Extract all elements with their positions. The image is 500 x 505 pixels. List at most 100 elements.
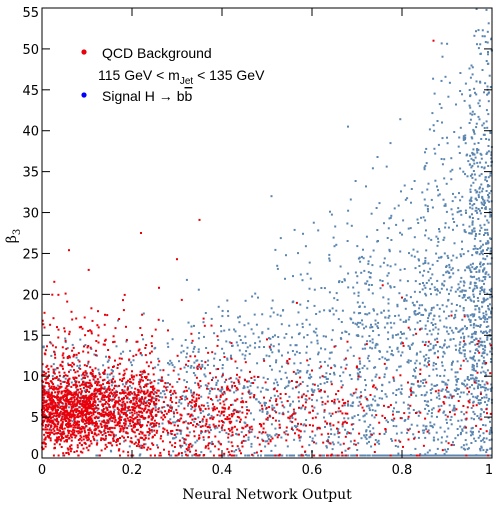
- signal-point: [368, 360, 371, 363]
- background-point: [141, 370, 144, 373]
- signal-point: [442, 198, 445, 201]
- signal-point: [130, 364, 133, 367]
- signal-point: [487, 53, 489, 56]
- signal-point: [470, 377, 472, 380]
- signal-point: [438, 230, 441, 233]
- signal-point: [480, 245, 483, 248]
- signal-point: [270, 307, 273, 310]
- signal-point: [474, 319, 477, 321]
- signal-point: [476, 454, 479, 457]
- signal-point: [371, 454, 374, 457]
- signal-point: [285, 254, 287, 257]
- background-point: [128, 358, 131, 361]
- signal-point: [490, 157, 493, 160]
- signal-point: [170, 394, 172, 396]
- signal-point: [187, 321, 190, 324]
- background-point: [55, 438, 58, 441]
- background-point: [43, 393, 46, 396]
- signal-point: [483, 340, 486, 343]
- signal-point: [462, 223, 465, 226]
- background-point: [76, 402, 79, 405]
- signal-point: [429, 454, 432, 457]
- background-point: [140, 376, 143, 379]
- signal-point: [265, 354, 268, 357]
- signal-point: [263, 401, 266, 404]
- signal-point: [412, 433, 415, 436]
- signal-point: [251, 295, 254, 298]
- signal-point: [256, 386, 259, 389]
- background-point: [96, 426, 99, 429]
- signal-point: [463, 289, 466, 292]
- signal-point: [423, 166, 426, 169]
- background-point: [90, 403, 93, 406]
- signal-point: [109, 419, 112, 422]
- signal-point: [366, 313, 369, 316]
- signal-point: [445, 305, 448, 308]
- background-point: [200, 430, 203, 433]
- signal-point: [387, 227, 390, 230]
- background-point: [133, 393, 136, 395]
- signal-point: [425, 282, 428, 284]
- signal-point: [428, 128, 431, 131]
- background-point: [139, 407, 142, 410]
- signal-point: [178, 418, 181, 421]
- signal-point: [268, 355, 271, 358]
- signal-point: [486, 41, 489, 44]
- background-point: [123, 422, 125, 425]
- signal-point: [484, 228, 487, 231]
- signal-point: [482, 370, 485, 373]
- background-point: [56, 427, 59, 430]
- background-point: [122, 374, 125, 377]
- signal-point: [139, 403, 142, 406]
- background-point: [45, 392, 48, 395]
- signal-point: [181, 454, 184, 457]
- signal-point: [306, 390, 309, 393]
- background-point: [42, 412, 45, 415]
- signal-point: [458, 136, 461, 139]
- background-point: [72, 426, 75, 429]
- signal-point: [153, 397, 156, 400]
- signal-point: [408, 395, 411, 398]
- background-point: [243, 435, 245, 438]
- background-point: [49, 417, 52, 420]
- signal-point: [80, 374, 83, 377]
- signal-point: [440, 255, 443, 258]
- signal-point: [313, 288, 316, 291]
- background-point: [119, 362, 122, 365]
- signal-point: [365, 434, 368, 436]
- signal-point: [465, 154, 468, 157]
- background-point: [176, 411, 179, 414]
- signal-point: [454, 344, 457, 347]
- signal-point: [477, 148, 480, 151]
- background-point: [47, 435, 50, 438]
- signal-point: [424, 327, 427, 330]
- background-point: [76, 444, 79, 447]
- signal-point: [468, 267, 471, 270]
- background-point: [82, 383, 85, 386]
- signal-point: [96, 354, 98, 357]
- background-point: [150, 399, 153, 402]
- signal-point: [97, 368, 100, 371]
- signal-point: [474, 197, 477, 200]
- signal-point: [328, 412, 331, 415]
- background-point: [126, 386, 129, 389]
- signal-point: [446, 435, 449, 438]
- background-point: [73, 391, 76, 394]
- signal-point: [472, 367, 475, 370]
- signal-point: [490, 154, 493, 157]
- background-point: [51, 381, 54, 384]
- background-point: [82, 426, 84, 429]
- signal-point: [480, 250, 483, 253]
- signal-point: [462, 444, 465, 447]
- background-point: [61, 435, 63, 438]
- signal-point: [95, 405, 98, 408]
- signal-point: [475, 93, 478, 96]
- signal-point: [193, 420, 196, 423]
- signal-point: [381, 356, 384, 359]
- signal-point: [204, 375, 207, 378]
- signal-point: [460, 255, 463, 258]
- background-point: [71, 402, 74, 405]
- signal-point: [297, 391, 300, 394]
- background-point: [97, 412, 100, 415]
- signal-point: [261, 331, 264, 334]
